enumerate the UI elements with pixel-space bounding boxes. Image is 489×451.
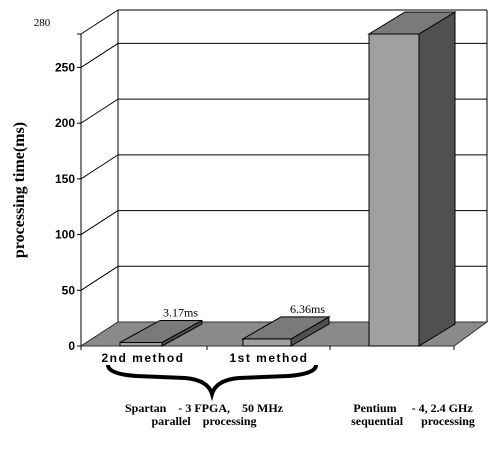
pentium-group-caption-line2: sequential processing bbox=[339, 414, 487, 428]
y-tick-label: 250 bbox=[55, 60, 75, 74]
bar-front bbox=[369, 34, 419, 346]
data-label: 6.36ms bbox=[290, 302, 325, 316]
gridline-depth bbox=[81, 99, 118, 123]
bar-front bbox=[243, 339, 291, 346]
gridline-depth bbox=[81, 10, 118, 34]
y-tick-label: 100 bbox=[55, 228, 75, 242]
gridline-depth bbox=[81, 211, 118, 235]
x-tick-label: 2nd method bbox=[102, 351, 185, 365]
fpga-group-caption-line1: Spartan - 3 FPGA, 50 MHz bbox=[104, 401, 304, 415]
y-tick-label: 150 bbox=[55, 172, 75, 186]
y-tick-label: 50 bbox=[62, 283, 76, 297]
bar-front bbox=[120, 342, 162, 346]
fpga-group-caption-line2: parallel processing bbox=[104, 414, 304, 428]
gridline-depth bbox=[81, 155, 118, 179]
label-layer: 0 50 100 150 200 250 280 3.17ms 2nd method 6.36ms… bbox=[34, 17, 326, 365]
bar-layer bbox=[120, 12, 455, 346]
pentium-group-caption-line1: Pentium - 4, 2.4 GHz bbox=[339, 401, 487, 415]
y-tick-label: 0 bbox=[68, 339, 75, 353]
bar-side bbox=[419, 12, 455, 346]
gridline-depth bbox=[81, 43, 118, 67]
gridline-depth bbox=[81, 266, 118, 290]
y-tick-label: 280 bbox=[34, 17, 51, 29]
data-label: 3.17ms bbox=[163, 305, 198, 319]
group-brace bbox=[108, 365, 316, 394]
y-tick-label: 200 bbox=[55, 116, 75, 130]
y-axis-label: processing time(ms) bbox=[11, 122, 28, 258]
x-tick-label: 1st method bbox=[229, 351, 308, 365]
